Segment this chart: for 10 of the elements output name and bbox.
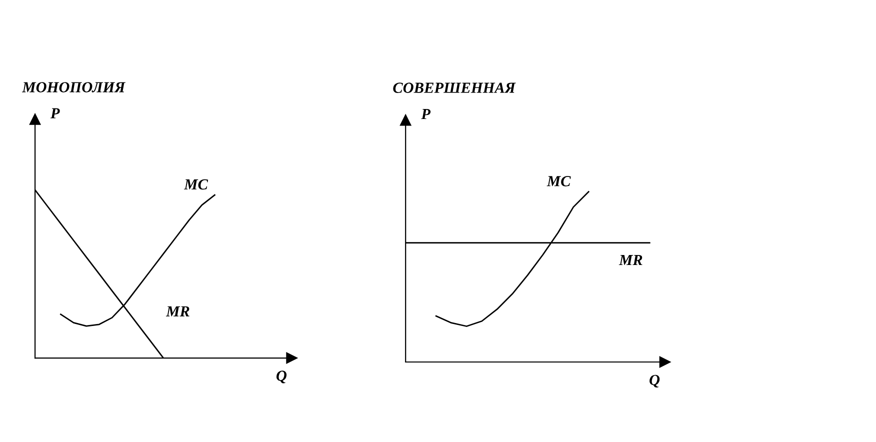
chart-title: МОНОПОЛИЯ — [22, 82, 126, 92]
x-axis-title: Q — [650, 374, 660, 388]
series-label: MC — [546, 176, 571, 186]
chart-title: СОВЕРШЕННАЯ — [393, 82, 516, 93]
series-label: MC — [184, 179, 208, 190]
series-label: MR — [618, 255, 642, 266]
y-axis-title: P — [50, 108, 60, 118]
y-axis-title: P — [421, 109, 431, 120]
series-label: MR — [166, 306, 190, 316]
x-axis-title: Q — [276, 370, 287, 384]
